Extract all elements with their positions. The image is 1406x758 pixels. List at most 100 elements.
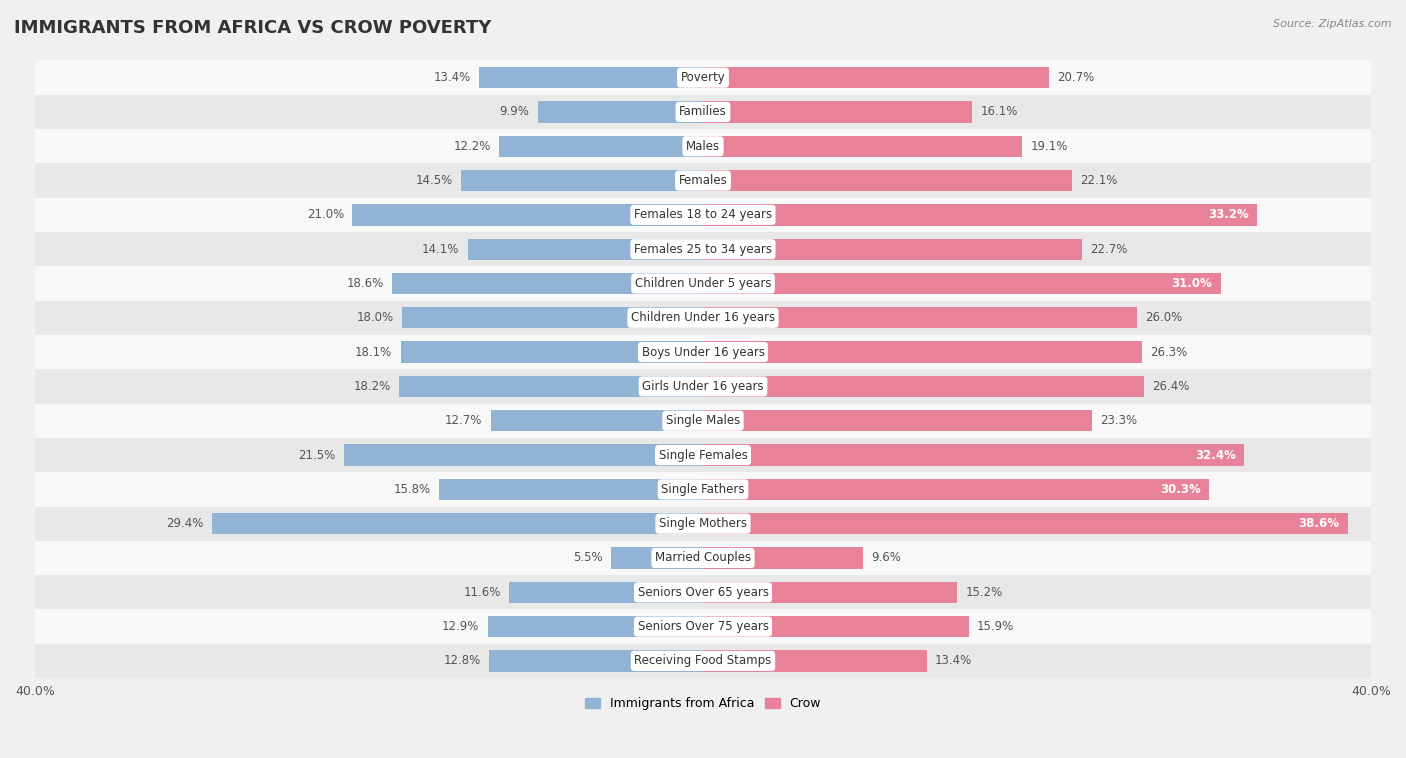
Text: Seniors Over 75 years: Seniors Over 75 years [637, 620, 769, 633]
Text: 22.7%: 22.7% [1091, 243, 1128, 255]
Bar [488, 616, 703, 637]
Text: 26.0%: 26.0% [1146, 312, 1182, 324]
Text: 18.6%: 18.6% [347, 277, 384, 290]
Bar [35, 644, 1371, 678]
Bar [509, 581, 703, 603]
Bar [35, 575, 1371, 609]
Bar [537, 102, 703, 123]
Bar [703, 170, 1073, 191]
Text: 15.9%: 15.9% [977, 620, 1014, 633]
Text: 18.1%: 18.1% [356, 346, 392, 359]
Bar [35, 472, 1371, 506]
Bar [461, 170, 703, 191]
Text: 21.0%: 21.0% [307, 208, 344, 221]
Bar [491, 410, 703, 431]
Bar [35, 232, 1371, 266]
Text: 12.8%: 12.8% [444, 654, 481, 667]
Bar [35, 61, 1371, 95]
Text: Girls Under 16 years: Girls Under 16 years [643, 380, 763, 393]
Text: Children Under 16 years: Children Under 16 years [631, 312, 775, 324]
Text: 33.2%: 33.2% [1208, 208, 1249, 221]
Bar [703, 581, 957, 603]
Bar [212, 513, 703, 534]
Bar [703, 513, 1348, 534]
Bar [703, 102, 972, 123]
Bar [35, 301, 1371, 335]
Text: 22.1%: 22.1% [1080, 174, 1118, 187]
Text: Single Fathers: Single Fathers [661, 483, 745, 496]
Bar [35, 369, 1371, 403]
Bar [35, 266, 1371, 301]
Text: 14.1%: 14.1% [422, 243, 460, 255]
Text: 26.3%: 26.3% [1150, 346, 1188, 359]
Bar [479, 67, 703, 88]
Text: 9.9%: 9.9% [499, 105, 529, 118]
Bar [703, 67, 1049, 88]
Bar [703, 650, 927, 672]
Text: Single Females: Single Females [658, 449, 748, 462]
Text: 13.4%: 13.4% [935, 654, 973, 667]
Bar [703, 239, 1083, 260]
Text: Families: Families [679, 105, 727, 118]
Bar [35, 609, 1371, 644]
Text: 23.3%: 23.3% [1101, 414, 1137, 428]
Legend: Immigrants from Africa, Crow: Immigrants from Africa, Crow [581, 692, 825, 715]
Text: 15.8%: 15.8% [394, 483, 430, 496]
Bar [612, 547, 703, 568]
Text: 12.2%: 12.2% [454, 139, 491, 153]
Text: Males: Males [686, 139, 720, 153]
Text: Source: ZipAtlas.com: Source: ZipAtlas.com [1274, 19, 1392, 29]
Text: 11.6%: 11.6% [464, 586, 501, 599]
Text: Poverty: Poverty [681, 71, 725, 84]
Text: 14.5%: 14.5% [415, 174, 453, 187]
Bar [703, 307, 1137, 328]
Bar [703, 444, 1244, 465]
Text: IMMIGRANTS FROM AFRICA VS CROW POVERTY: IMMIGRANTS FROM AFRICA VS CROW POVERTY [14, 19, 492, 37]
Text: 5.5%: 5.5% [574, 552, 603, 565]
Bar [35, 164, 1371, 198]
Bar [468, 239, 703, 260]
Bar [703, 376, 1144, 397]
Text: 19.1%: 19.1% [1031, 139, 1067, 153]
Bar [703, 136, 1022, 157]
Text: 32.4%: 32.4% [1195, 449, 1236, 462]
Text: Seniors Over 65 years: Seniors Over 65 years [637, 586, 769, 599]
Text: 26.4%: 26.4% [1153, 380, 1189, 393]
Text: 13.4%: 13.4% [433, 71, 471, 84]
Bar [439, 479, 703, 500]
Text: Married Couples: Married Couples [655, 552, 751, 565]
Text: 20.7%: 20.7% [1057, 71, 1094, 84]
Bar [35, 129, 1371, 164]
Bar [499, 136, 703, 157]
Bar [35, 438, 1371, 472]
Bar [703, 204, 1257, 226]
Bar [703, 273, 1220, 294]
Text: Single Males: Single Males [666, 414, 740, 428]
Text: 38.6%: 38.6% [1298, 517, 1340, 530]
Text: Females: Females [679, 174, 727, 187]
Text: Single Mothers: Single Mothers [659, 517, 747, 530]
Bar [703, 547, 863, 568]
Bar [35, 95, 1371, 129]
Text: Receiving Food Stamps: Receiving Food Stamps [634, 654, 772, 667]
Text: 31.0%: 31.0% [1171, 277, 1212, 290]
Bar [399, 376, 703, 397]
Text: Females 18 to 24 years: Females 18 to 24 years [634, 208, 772, 221]
Bar [402, 307, 703, 328]
Text: Boys Under 16 years: Boys Under 16 years [641, 346, 765, 359]
Bar [703, 479, 1209, 500]
Bar [489, 650, 703, 672]
Text: Children Under 5 years: Children Under 5 years [634, 277, 772, 290]
Bar [344, 444, 703, 465]
Text: 30.3%: 30.3% [1160, 483, 1201, 496]
Text: 12.9%: 12.9% [441, 620, 479, 633]
Text: 15.2%: 15.2% [965, 586, 1002, 599]
Bar [401, 342, 703, 363]
Text: 18.2%: 18.2% [353, 380, 391, 393]
Bar [35, 506, 1371, 540]
Bar [35, 403, 1371, 438]
Bar [353, 204, 703, 226]
Text: 12.7%: 12.7% [446, 414, 482, 428]
Bar [703, 410, 1092, 431]
Text: Females 25 to 34 years: Females 25 to 34 years [634, 243, 772, 255]
